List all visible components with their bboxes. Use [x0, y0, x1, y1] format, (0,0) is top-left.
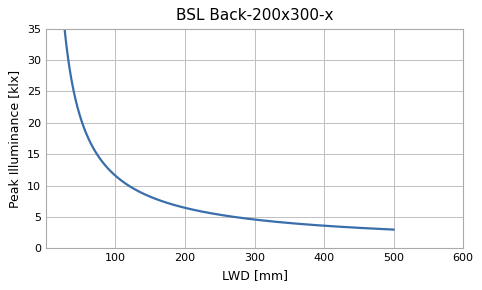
Y-axis label: Peak Illuminance [klx]: Peak Illuminance [klx]	[8, 69, 21, 208]
Title: BSL Back-200x300-x: BSL Back-200x300-x	[176, 8, 333, 23]
X-axis label: LWD [mm]: LWD [mm]	[222, 269, 288, 282]
